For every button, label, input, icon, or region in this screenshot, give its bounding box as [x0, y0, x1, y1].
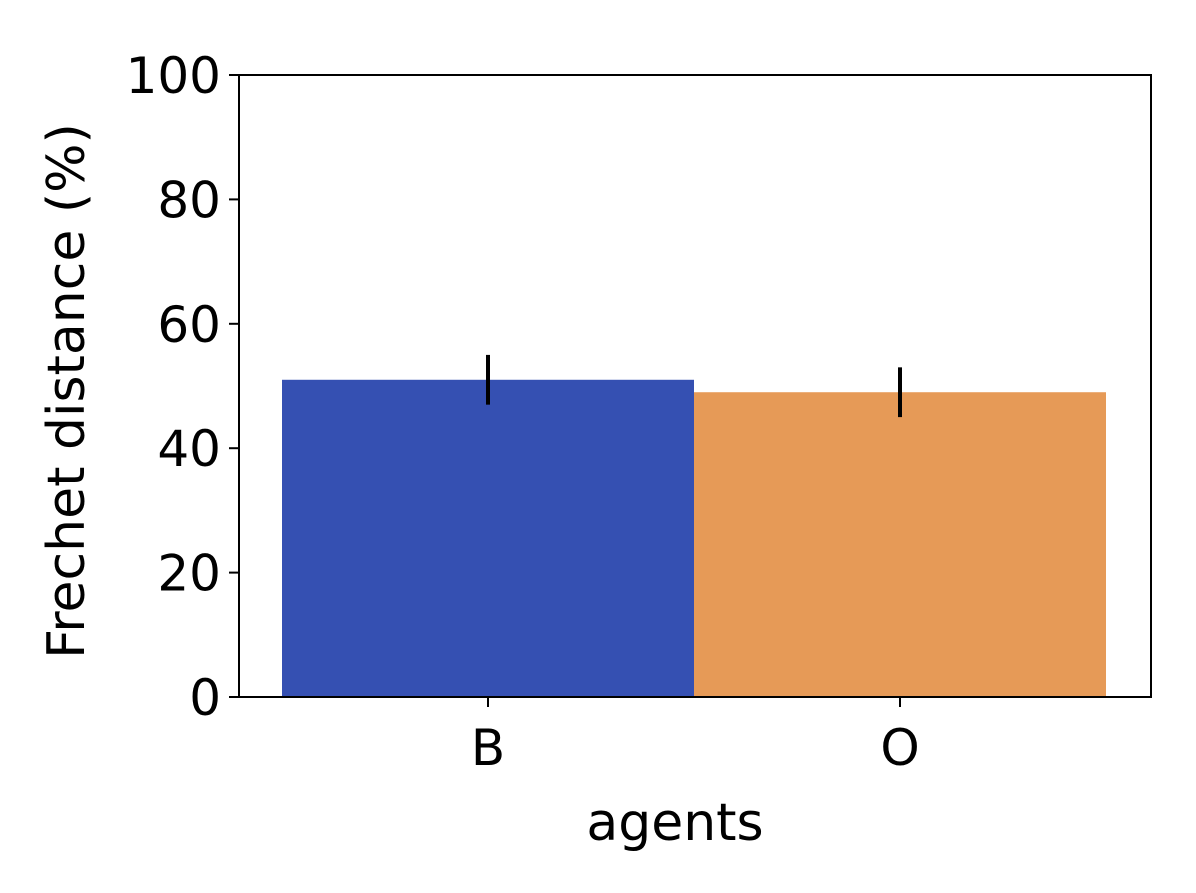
y-tick-label: 100	[126, 47, 221, 105]
y-tick-label: 0	[189, 669, 221, 727]
bar-b	[282, 379, 694, 697]
y-tick-label: 60	[157, 296, 221, 354]
x-axis-label: agents	[586, 793, 763, 853]
y-axis-ticks: 0 20 40 60 80 100	[126, 47, 239, 727]
bar-o	[694, 392, 1106, 697]
y-axis-label: Frechet distance (%)	[37, 123, 97, 659]
plot-frame	[238, 74, 1152, 698]
y-tick-label: 20	[157, 545, 221, 603]
y-tick-label: 80	[157, 171, 221, 229]
y-tick-label: 40	[157, 420, 221, 478]
error-bars-layer	[486, 354, 902, 418]
bars-layer	[282, 379, 1106, 697]
x-tick-label: O	[880, 719, 919, 777]
x-tick-label: B	[471, 719, 505, 777]
